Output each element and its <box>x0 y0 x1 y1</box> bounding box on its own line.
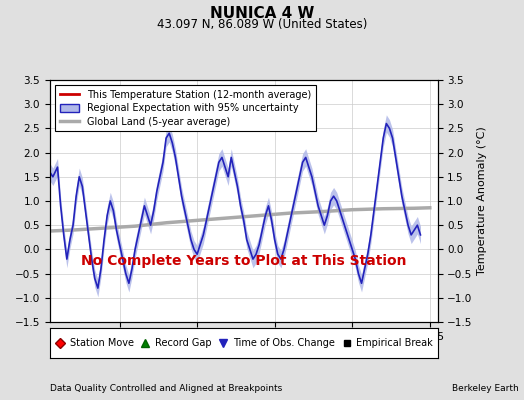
Legend: This Temperature Station (12-month average), Regional Expectation with 95% uncer: This Temperature Station (12-month avera… <box>54 85 316 131</box>
Text: 43.097 N, 86.089 W (United States): 43.097 N, 86.089 W (United States) <box>157 18 367 31</box>
Text: Data Quality Controlled and Aligned at Breakpoints: Data Quality Controlled and Aligned at B… <box>50 384 282 393</box>
Y-axis label: Temperature Anomaly (°C): Temperature Anomaly (°C) <box>477 127 487 275</box>
Text: No Complete Years to Plot at This Station: No Complete Years to Plot at This Statio… <box>81 254 407 268</box>
Text: Berkeley Earth: Berkeley Earth <box>452 384 519 393</box>
Legend: Station Move, Record Gap, Time of Obs. Change, Empirical Break: Station Move, Record Gap, Time of Obs. C… <box>52 336 435 350</box>
Text: NUNICA 4 W: NUNICA 4 W <box>210 6 314 21</box>
